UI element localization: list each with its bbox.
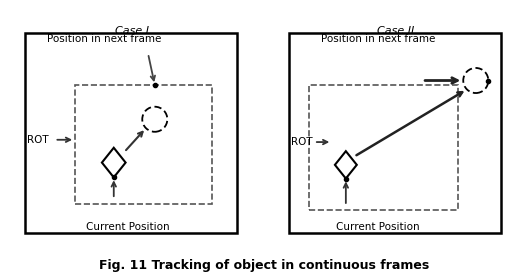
Text: ROT: ROT (291, 137, 313, 147)
FancyBboxPatch shape (289, 33, 501, 233)
Text: Position in next frame: Position in next frame (48, 34, 162, 44)
Text: ROT: ROT (27, 135, 49, 145)
Text: Current Position: Current Position (336, 222, 420, 232)
Polygon shape (102, 148, 126, 177)
Polygon shape (335, 151, 357, 178)
Text: Case I: Case I (115, 26, 149, 36)
Text: Position in next frame: Position in next frame (320, 34, 435, 44)
Text: Current Position: Current Position (86, 222, 169, 232)
FancyBboxPatch shape (25, 33, 237, 233)
Text: Case II: Case II (378, 26, 414, 36)
Text: Fig. 11 Tracking of object in continuous frames: Fig. 11 Tracking of object in continuous… (99, 259, 429, 272)
